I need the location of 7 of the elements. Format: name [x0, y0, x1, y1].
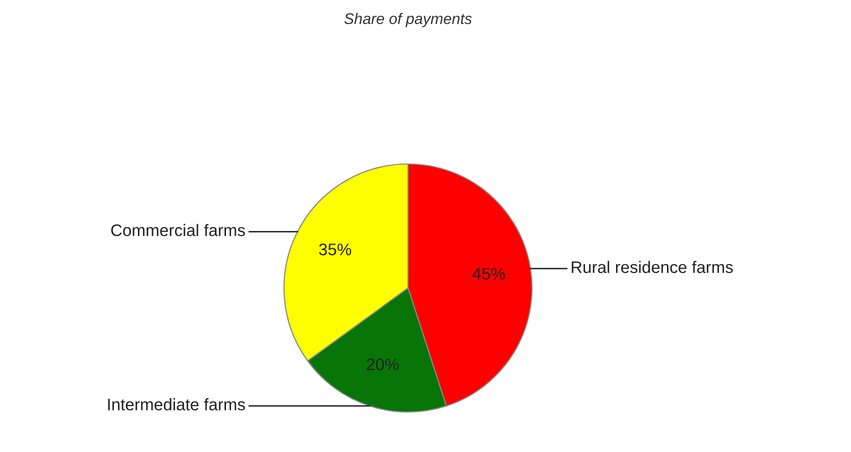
slice-label: Rural residence farms [572, 260, 733, 274]
data-label: 45% [472, 268, 505, 280]
slice-label: Commercial farms [111, 224, 245, 236]
slice-label: Intermediate farms [108, 398, 245, 410]
data-label: 35% [319, 244, 352, 256]
chart-title: Share of payments [344, 12, 472, 28]
data-label: 20% [366, 358, 399, 370]
